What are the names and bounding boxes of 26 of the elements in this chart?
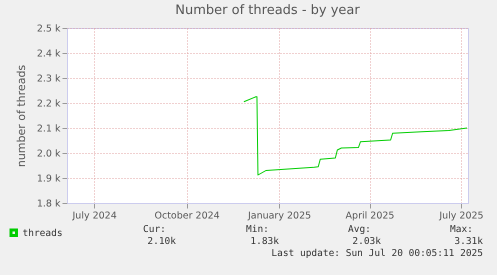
text: 2.03k (352, 236, 381, 247)
y-tick-label: 1.8 k (36, 198, 61, 210)
x-tick-label: April 2025 (346, 210, 394, 222)
y-tick-label: 2.2 k (36, 98, 61, 110)
text: 2.10k (147, 236, 176, 247)
y-tick-label: 2.3 k (36, 74, 61, 84)
y-tick-label: 2.5 k (36, 24, 61, 34)
text: Cur: (143, 224, 166, 235)
text: Avg: (348, 224, 371, 235)
x-tick-label: July 2024 (71, 210, 117, 222)
y-axis-title: number of threads (14, 64, 28, 168)
x-tick-label: July 2025 (438, 210, 484, 222)
chart-title: Number of threads - by year (175, 3, 360, 18)
text: 3.31k (454, 236, 483, 247)
text: Last update: Sun Jul 20 00:05:11 2025 (271, 248, 483, 259)
y-tick-label: 2.1 k (36, 124, 61, 134)
line-series (243, 96, 468, 176)
y-tick-label: 1.9 k (36, 174, 61, 184)
x-tick-label: October 2024 (154, 210, 220, 222)
x-tick-label: January 2025 (246, 210, 312, 222)
text: 1.83k (250, 236, 279, 247)
y-tick-label: 2.0 k (36, 148, 61, 160)
y-tick-label: 2.4 k (36, 48, 61, 60)
legend-label: threads (22, 228, 63, 239)
text: Min: (246, 224, 269, 235)
text: Max: (450, 224, 473, 235)
